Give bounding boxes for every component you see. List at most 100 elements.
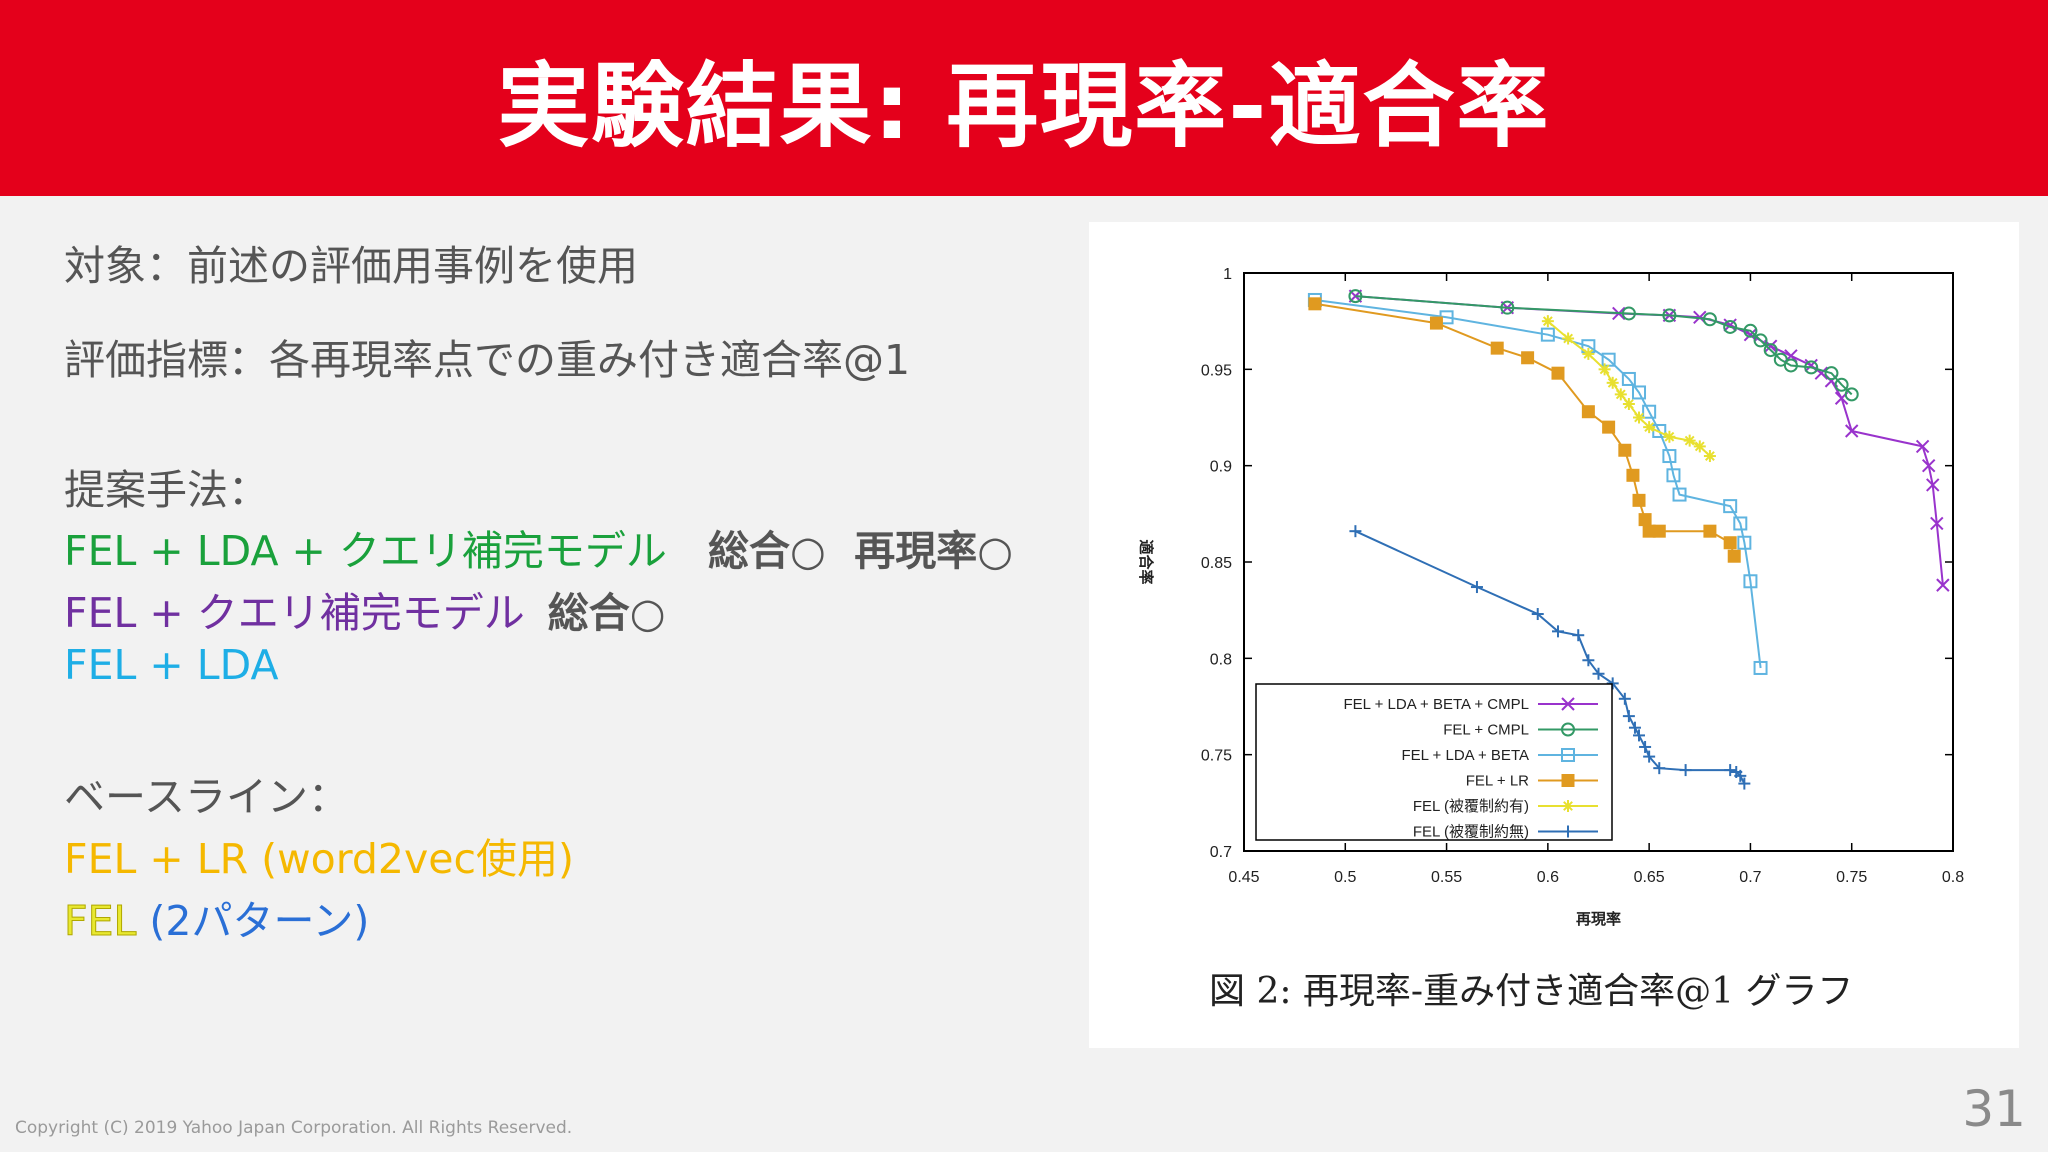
- page-number: 31: [1962, 1080, 2026, 1138]
- series-2-point: [1773, 352, 1788, 367]
- series-4-point: [1626, 468, 1640, 482]
- series-3-point: [1632, 385, 1647, 400]
- series-5-point: [1542, 316, 1553, 327]
- proposed-item-1: FEL + LDA + クエリ補完モデル 総合○ 再現率○: [64, 517, 1013, 577]
- series-2-point: [1621, 306, 1636, 321]
- baseline-heading: ベースライン：: [64, 773, 349, 821]
- series-2-point: [1702, 312, 1717, 327]
- series-4-point: [1551, 366, 1565, 380]
- series-4-point: [1429, 316, 1443, 330]
- series-5-point: [1583, 349, 1594, 359]
- x-tick-label: 0.8: [1942, 869, 1964, 886]
- series-4-point: [1308, 297, 1322, 311]
- x-tick-label: 0.55: [1431, 869, 1462, 886]
- series-1-point: [1814, 366, 1829, 380]
- series-2-point: [1500, 300, 1515, 315]
- y-tick-label: 0.8: [1210, 651, 1232, 668]
- series-2-point: [1834, 377, 1849, 392]
- y-tick-label: 1: [1223, 266, 1232, 283]
- series-5-point: [1599, 364, 1610, 375]
- series-4-point: [1490, 341, 1504, 355]
- series-5-point: [1684, 435, 1695, 446]
- figure-caption: 図 2: 再現率-重み付き適合率@1 グラフ: [1209, 971, 1854, 1012]
- proposed-note-1: 総合○ 再現率○: [707, 527, 1014, 575]
- series-4-point: [1618, 443, 1632, 457]
- series-2-point: [1753, 333, 1768, 348]
- legend-label-4: FEL + LR: [1466, 773, 1529, 790]
- series-3-point: [1666, 468, 1681, 483]
- series-2-point: [1804, 360, 1819, 375]
- series-1-point: [1743, 327, 1758, 342]
- metric-text: 評価指標：各再現率点での重み付き適合率@1: [64, 336, 911, 384]
- x-tick-label: 0.7: [1739, 869, 1761, 886]
- series-4-point: [1652, 524, 1666, 538]
- proposed-note-2: 総合○: [547, 589, 666, 637]
- series-line-4: [1314, 302, 1736, 557]
- y-tick-label: 0.9: [1210, 459, 1232, 476]
- series-3-point: [1642, 404, 1657, 419]
- series-1-point: [1804, 358, 1818, 373]
- series-1-point: [1930, 516, 1944, 531]
- series-3-point: [1723, 499, 1738, 514]
- x-axis-label: 再現率: [1576, 910, 1621, 928]
- series-1-point: [1921, 458, 1936, 473]
- series-4-point: [1521, 351, 1535, 365]
- series-3-point: [1621, 371, 1636, 386]
- recall-precision-chart: 0.45 0.5 0.55 0.6 0.65 0.7 0.75 0.8 0.7 0.75 0.8 0.…: [1137, 266, 1964, 928]
- series-2-point: [1662, 308, 1677, 323]
- series-2-point: [1723, 319, 1738, 334]
- legend-label-2: FEL + CMPL: [1443, 722, 1529, 739]
- series-4-point: [1703, 524, 1717, 538]
- series-1-point: [1926, 478, 1940, 492]
- title-bar: 実験結果: 再現率-適合率: [0, 0, 2048, 196]
- series-4-point: [1727, 549, 1741, 563]
- y-tick-label: 0.95: [1201, 362, 1232, 379]
- legend-marker-4: [1561, 774, 1575, 787]
- proposed-heading: 提案手法：: [64, 466, 269, 514]
- series-2-point: [1783, 358, 1798, 373]
- series-3-point: [1737, 535, 1752, 550]
- legend-marker-1: [1561, 697, 1575, 711]
- legend-label-3: FEL + LDA + BETA: [1401, 747, 1529, 764]
- series-4-point: [1723, 536, 1737, 550]
- proposed-item-2: FEL + クエリ補完モデル 総合○: [64, 579, 666, 639]
- series-3-point: [1733, 516, 1748, 531]
- series-3-point: [1672, 487, 1687, 502]
- series-3-point: [1540, 327, 1555, 342]
- series-1-point: [1936, 578, 1950, 592]
- y-tick-label: 0.7: [1210, 844, 1232, 861]
- series-5-point: [1644, 422, 1655, 433]
- y-tick-label: 0.75: [1201, 748, 1232, 765]
- series-1-point: [1763, 339, 1778, 353]
- x-tick-label: 0.6: [1537, 869, 1559, 886]
- series-1-point: [1915, 439, 1930, 454]
- y-axis-label: 適合率: [1137, 539, 1155, 584]
- legend-marker-3: [1561, 748, 1575, 762]
- series-5-point: [1634, 412, 1644, 423]
- baseline-item-2: FEL (2パターン): [63, 887, 370, 947]
- legend-label-5: FEL (被覆制約有): [1413, 798, 1529, 815]
- series-5-point: [1607, 377, 1618, 388]
- series-2-point: [1348, 289, 1363, 304]
- legend-label-1: FEL + LDA + BETA + CMPL: [1343, 696, 1529, 713]
- series-2-point: [1763, 343, 1778, 358]
- series-3-point: [1753, 660, 1768, 675]
- series-line-2: [1355, 295, 1853, 396]
- baseline-pattern-label: (2パターン): [149, 897, 370, 945]
- series-5-point: [1623, 399, 1634, 409]
- series-2-point: [1824, 366, 1839, 381]
- series-5-point: [1694, 441, 1705, 452]
- legend-marker-5: [1563, 801, 1573, 811]
- series-5-point: [1563, 333, 1574, 344]
- target-text: 対象：前述の評価用事例を使用: [64, 242, 638, 290]
- legend-marker-2: [1561, 722, 1575, 737]
- series-4-point: [1581, 405, 1595, 419]
- series-4-point: [1638, 513, 1652, 527]
- slide-title: 実験結果: 再現率-適合率: [497, 52, 1551, 160]
- chart-panel: 0.45 0.5 0.55 0.6 0.65 0.7 0.75 0.8 0.7 0.75 0.8 0.…: [1089, 222, 2019, 1048]
- copyright: Copyright (C) 2019 Yahoo Japan Corporati…: [15, 1118, 573, 1138]
- series-5-point: [1615, 389, 1626, 400]
- proposed-label-1: FEL + LDA + クエリ補完モデル: [64, 527, 667, 575]
- y-tick-label: 0.85: [1201, 555, 1232, 572]
- series-4-point: [1632, 493, 1646, 507]
